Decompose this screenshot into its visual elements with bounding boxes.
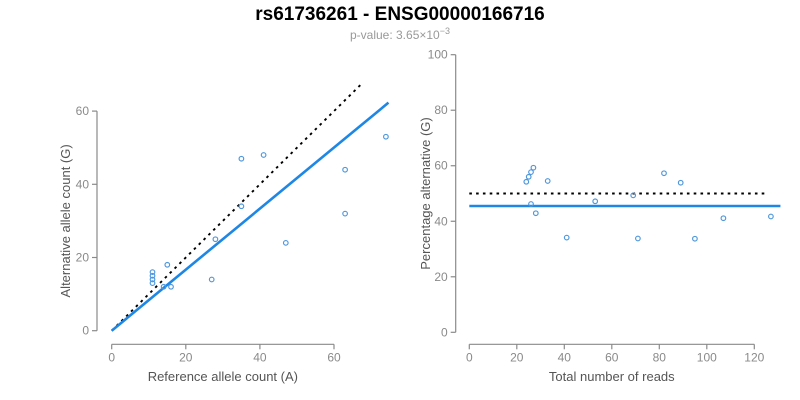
y-axis: 0 20 40 60 xyxy=(76,104,98,338)
y-tick-label: 100 xyxy=(428,48,448,62)
data-point xyxy=(208,276,215,283)
data-point xyxy=(238,155,245,162)
x-tick-label: 20 xyxy=(179,350,193,364)
x-tick-label: 80 xyxy=(653,350,667,364)
pvalue-subtitle: p-value: 3.65×10−3 xyxy=(0,26,800,42)
data-point xyxy=(523,178,530,185)
data-point xyxy=(160,283,167,290)
data-point xyxy=(342,166,348,173)
data-point xyxy=(661,170,667,177)
data-point xyxy=(149,272,156,279)
x-tick-label: 60 xyxy=(605,350,619,364)
data-point xyxy=(342,210,348,217)
y-tick-label: 60 xyxy=(76,104,90,118)
data-point xyxy=(149,269,156,275)
y-tick-label: 20 xyxy=(76,251,90,265)
data-point xyxy=(238,203,245,210)
x-axis-title: Total number of reads xyxy=(549,369,675,384)
data-point xyxy=(768,213,774,220)
data-point xyxy=(212,236,219,243)
panel-allele-counts: 0 20 40 60 0 20 40 60 Reference allele count (A)… xyxy=(58,82,390,384)
regression-line xyxy=(110,101,390,332)
data-point xyxy=(383,133,389,140)
identity-line xyxy=(111,82,363,332)
data-point xyxy=(149,280,156,286)
data-point xyxy=(164,261,171,268)
x-axis-title: Reference allele count (A) xyxy=(148,369,298,384)
data-point xyxy=(282,240,289,246)
data-point xyxy=(692,235,698,242)
x-tick-label: 120 xyxy=(744,350,764,364)
x-axis: 0 20 40 60 xyxy=(108,343,341,364)
data-point xyxy=(168,283,174,290)
data-point xyxy=(635,235,641,242)
y-axis: 0 20 40 60 80 100 xyxy=(428,48,457,339)
pvalue-exponent: −3 xyxy=(439,26,450,36)
y-axis-title: Alternative allele count (G) xyxy=(58,144,73,297)
data-point xyxy=(563,234,570,241)
x-tick-label: 0 xyxy=(108,350,115,364)
y-axis-title: Percentage alternative (G) xyxy=(418,117,433,269)
y-tick-label: 40 xyxy=(434,214,448,228)
data-point xyxy=(525,173,532,180)
data-point xyxy=(592,198,599,205)
data-point xyxy=(630,192,637,199)
data-point xyxy=(544,178,551,184)
x-axis: 0 20 40 60 80 100 120 xyxy=(466,343,765,364)
panel-percentage-vs-reads: 0 20 40 60 80 100 0 20 40 60 80 100 120 Total number … xyxy=(418,48,781,384)
x-tick-label: 20 xyxy=(510,350,524,364)
data-point xyxy=(149,276,156,283)
x-tick-label: 40 xyxy=(558,350,572,364)
data-point xyxy=(530,164,537,171)
x-tick-label: 0 xyxy=(466,350,473,364)
x-tick-label: 100 xyxy=(697,350,717,364)
page-title: rs61736261 - ENSG00000166716 xyxy=(255,4,545,25)
data-point xyxy=(528,201,534,207)
x-tick-label: 60 xyxy=(327,350,341,364)
data-point xyxy=(720,215,727,222)
data-point xyxy=(677,179,684,186)
y-tick-label: 0 xyxy=(82,324,89,338)
y-tick-label: 20 xyxy=(434,270,448,284)
y-tick-label: 0 xyxy=(441,325,448,339)
data-point xyxy=(532,210,539,217)
y-tick-label: 80 xyxy=(434,103,448,117)
y-tick-label: 40 xyxy=(76,177,90,191)
y-tick-label: 60 xyxy=(434,159,448,173)
x-tick-label: 40 xyxy=(253,350,267,364)
pvalue-text: p-value: 3.65×10 xyxy=(349,28,440,42)
data-point xyxy=(260,152,267,158)
data-point xyxy=(528,169,534,175)
